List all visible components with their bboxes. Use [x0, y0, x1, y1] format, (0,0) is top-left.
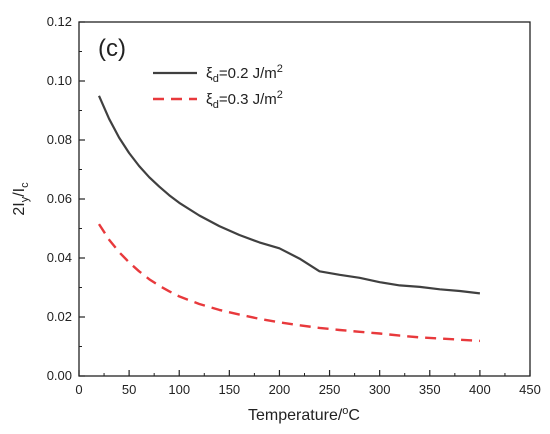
plot-frame: [78, 21, 531, 377]
y-tick-label: 0.10: [47, 73, 72, 88]
y-tick-label: 0.06: [47, 191, 72, 206]
legend-entry-series-1: ξd=0.2 J/m2: [206, 63, 283, 85]
series-layer: [97, 95, 481, 343]
x-tick-label: 350: [419, 382, 441, 397]
x-tick-label: 50: [122, 382, 136, 397]
x-tick-label: 100: [168, 382, 190, 397]
y-tick-label: 0.02: [47, 309, 72, 324]
x-tick-label: 250: [319, 382, 341, 397]
y-tick-label: 0.04: [47, 250, 72, 265]
x-tick-label: 300: [369, 382, 391, 397]
y-axis-ticks: 0.00 0.02 0.04 0.06 0.08 0.10 0.12: [47, 14, 85, 383]
x-tick-label: 0: [75, 382, 82, 397]
x-tick-label: 200: [269, 382, 291, 397]
series-line-1: [97, 95, 481, 295]
x-tick-label: 400: [469, 382, 491, 397]
series-line-2: [97, 223, 480, 343]
legend: ξd=0.2 J/m2 ξd=0.3 J/m2: [153, 63, 283, 111]
panel-label: (c): [98, 35, 126, 62]
x-tick-label: 450: [519, 382, 541, 397]
legend-entry-series-2: ξd=0.3 J/m2: [206, 89, 283, 111]
x-axis-ticks: 0 50 100 150 200 250 300 350 400 450: [75, 370, 541, 397]
y-tick-label: 0.08: [47, 132, 72, 147]
y-tick-label: 0.12: [47, 14, 72, 29]
y-axis-label: 2Iy/Ic: [11, 182, 31, 216]
y-tick-label: 0.00: [47, 368, 72, 383]
x-axis-label: Temperature/oC: [248, 405, 360, 424]
x-tick-label: 150: [218, 382, 240, 397]
